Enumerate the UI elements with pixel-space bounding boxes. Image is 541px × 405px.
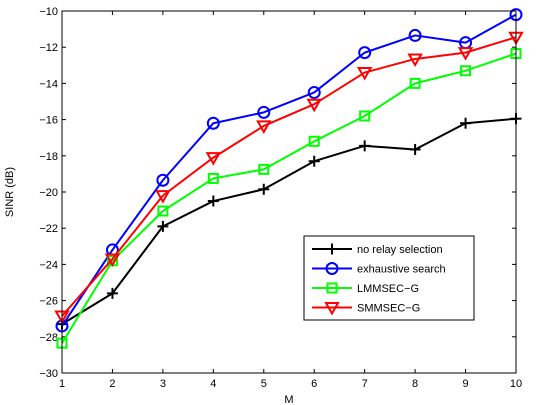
data-point	[257, 105, 271, 119]
data-point	[358, 46, 372, 60]
data-point	[156, 173, 170, 187]
y-tick-label: −18	[39, 151, 58, 163]
legend: no relay selection exhaustive search LMMSE…	[303, 235, 475, 321]
data-point	[205, 152, 222, 166]
data-point	[155, 190, 171, 204]
y-tick-label: −30	[39, 368, 58, 380]
series-4	[54, 31, 524, 325]
legend-items: no relay selection exhaustive search LMMSE…	[312, 243, 446, 316]
data-point	[206, 116, 220, 130]
ticks-layer: 1 2 3 4 5 6 7 8 9 10 −30 −28 −26 −24 −22 −20 −18 −16 −14 −1…	[39, 6, 522, 390]
data-point	[359, 110, 371, 122]
data-point	[256, 120, 272, 134]
x-tick-label: 3	[160, 378, 166, 390]
y-tick-label: −16	[39, 115, 58, 127]
x-tick-label: 4	[210, 378, 216, 390]
y-tick-label: −12	[39, 42, 58, 54]
y-tick-label: −20	[39, 187, 58, 199]
legend-label: SMMSEC−G	[357, 303, 420, 315]
data-point	[157, 220, 169, 232]
x-tick-label: 1	[59, 378, 65, 390]
y-tick-label: −10	[39, 6, 58, 18]
data-point	[409, 77, 421, 89]
x-tick-label: 2	[109, 378, 115, 390]
legend-label: LMMSEC−G	[357, 283, 419, 295]
legend-item: SMMSEC−G	[312, 302, 420, 316]
series-line	[61, 13, 517, 327]
data-point	[258, 183, 270, 195]
x-tick-label: 8	[412, 378, 418, 390]
series-line	[61, 52, 517, 344]
data-point	[359, 140, 371, 152]
legend-item: LMMSEC−G	[312, 282, 419, 295]
x-tick-label: 10	[510, 378, 522, 390]
data-point	[457, 47, 474, 61]
legend-label: no relay selection	[357, 244, 443, 256]
series-line	[61, 36, 517, 317]
series-3	[56, 48, 522, 349]
legend-swatch-marker	[326, 282, 338, 294]
data-point	[104, 253, 121, 267]
y-tick-label: −28	[39, 332, 58, 344]
data-point	[306, 98, 322, 113]
legend-item: exhaustive search	[312, 262, 446, 276]
series-line	[61, 117, 517, 325]
data-point	[408, 28, 422, 42]
legend-item: no relay selection	[312, 243, 443, 256]
y-tick-label: −14	[39, 78, 58, 90]
y-tick-label: −22	[39, 223, 58, 235]
y-tick-label: −26	[39, 296, 58, 308]
data-point	[207, 195, 219, 207]
legend-swatch-marker	[325, 262, 339, 275]
data-point	[157, 205, 169, 217]
data-point	[258, 163, 270, 175]
plot-frame	[61, 10, 517, 374]
legend-label: exhaustive search	[357, 264, 446, 276]
x-tick-label: 7	[362, 378, 368, 390]
data-point	[407, 53, 423, 67]
legend-swatch-marker	[324, 302, 340, 316]
data-point	[106, 287, 118, 299]
data-point	[356, 67, 373, 81]
x-tick-label: 9	[462, 378, 468, 390]
data-point	[409, 143, 421, 155]
data-point	[460, 65, 472, 77]
y-axis-label: SINR (dB)	[4, 167, 16, 217]
data-point	[308, 135, 320, 147]
data-point	[460, 117, 472, 129]
data-point	[207, 172, 219, 184]
x-tick-label: 6	[311, 378, 317, 390]
legend-swatch-marker	[326, 243, 338, 255]
data-point	[307, 85, 321, 99]
x-tick-label: 5	[261, 378, 267, 390]
y-tick-label: −24	[39, 259, 58, 271]
data-point	[308, 155, 320, 167]
x-axis-label: M	[284, 394, 293, 405]
